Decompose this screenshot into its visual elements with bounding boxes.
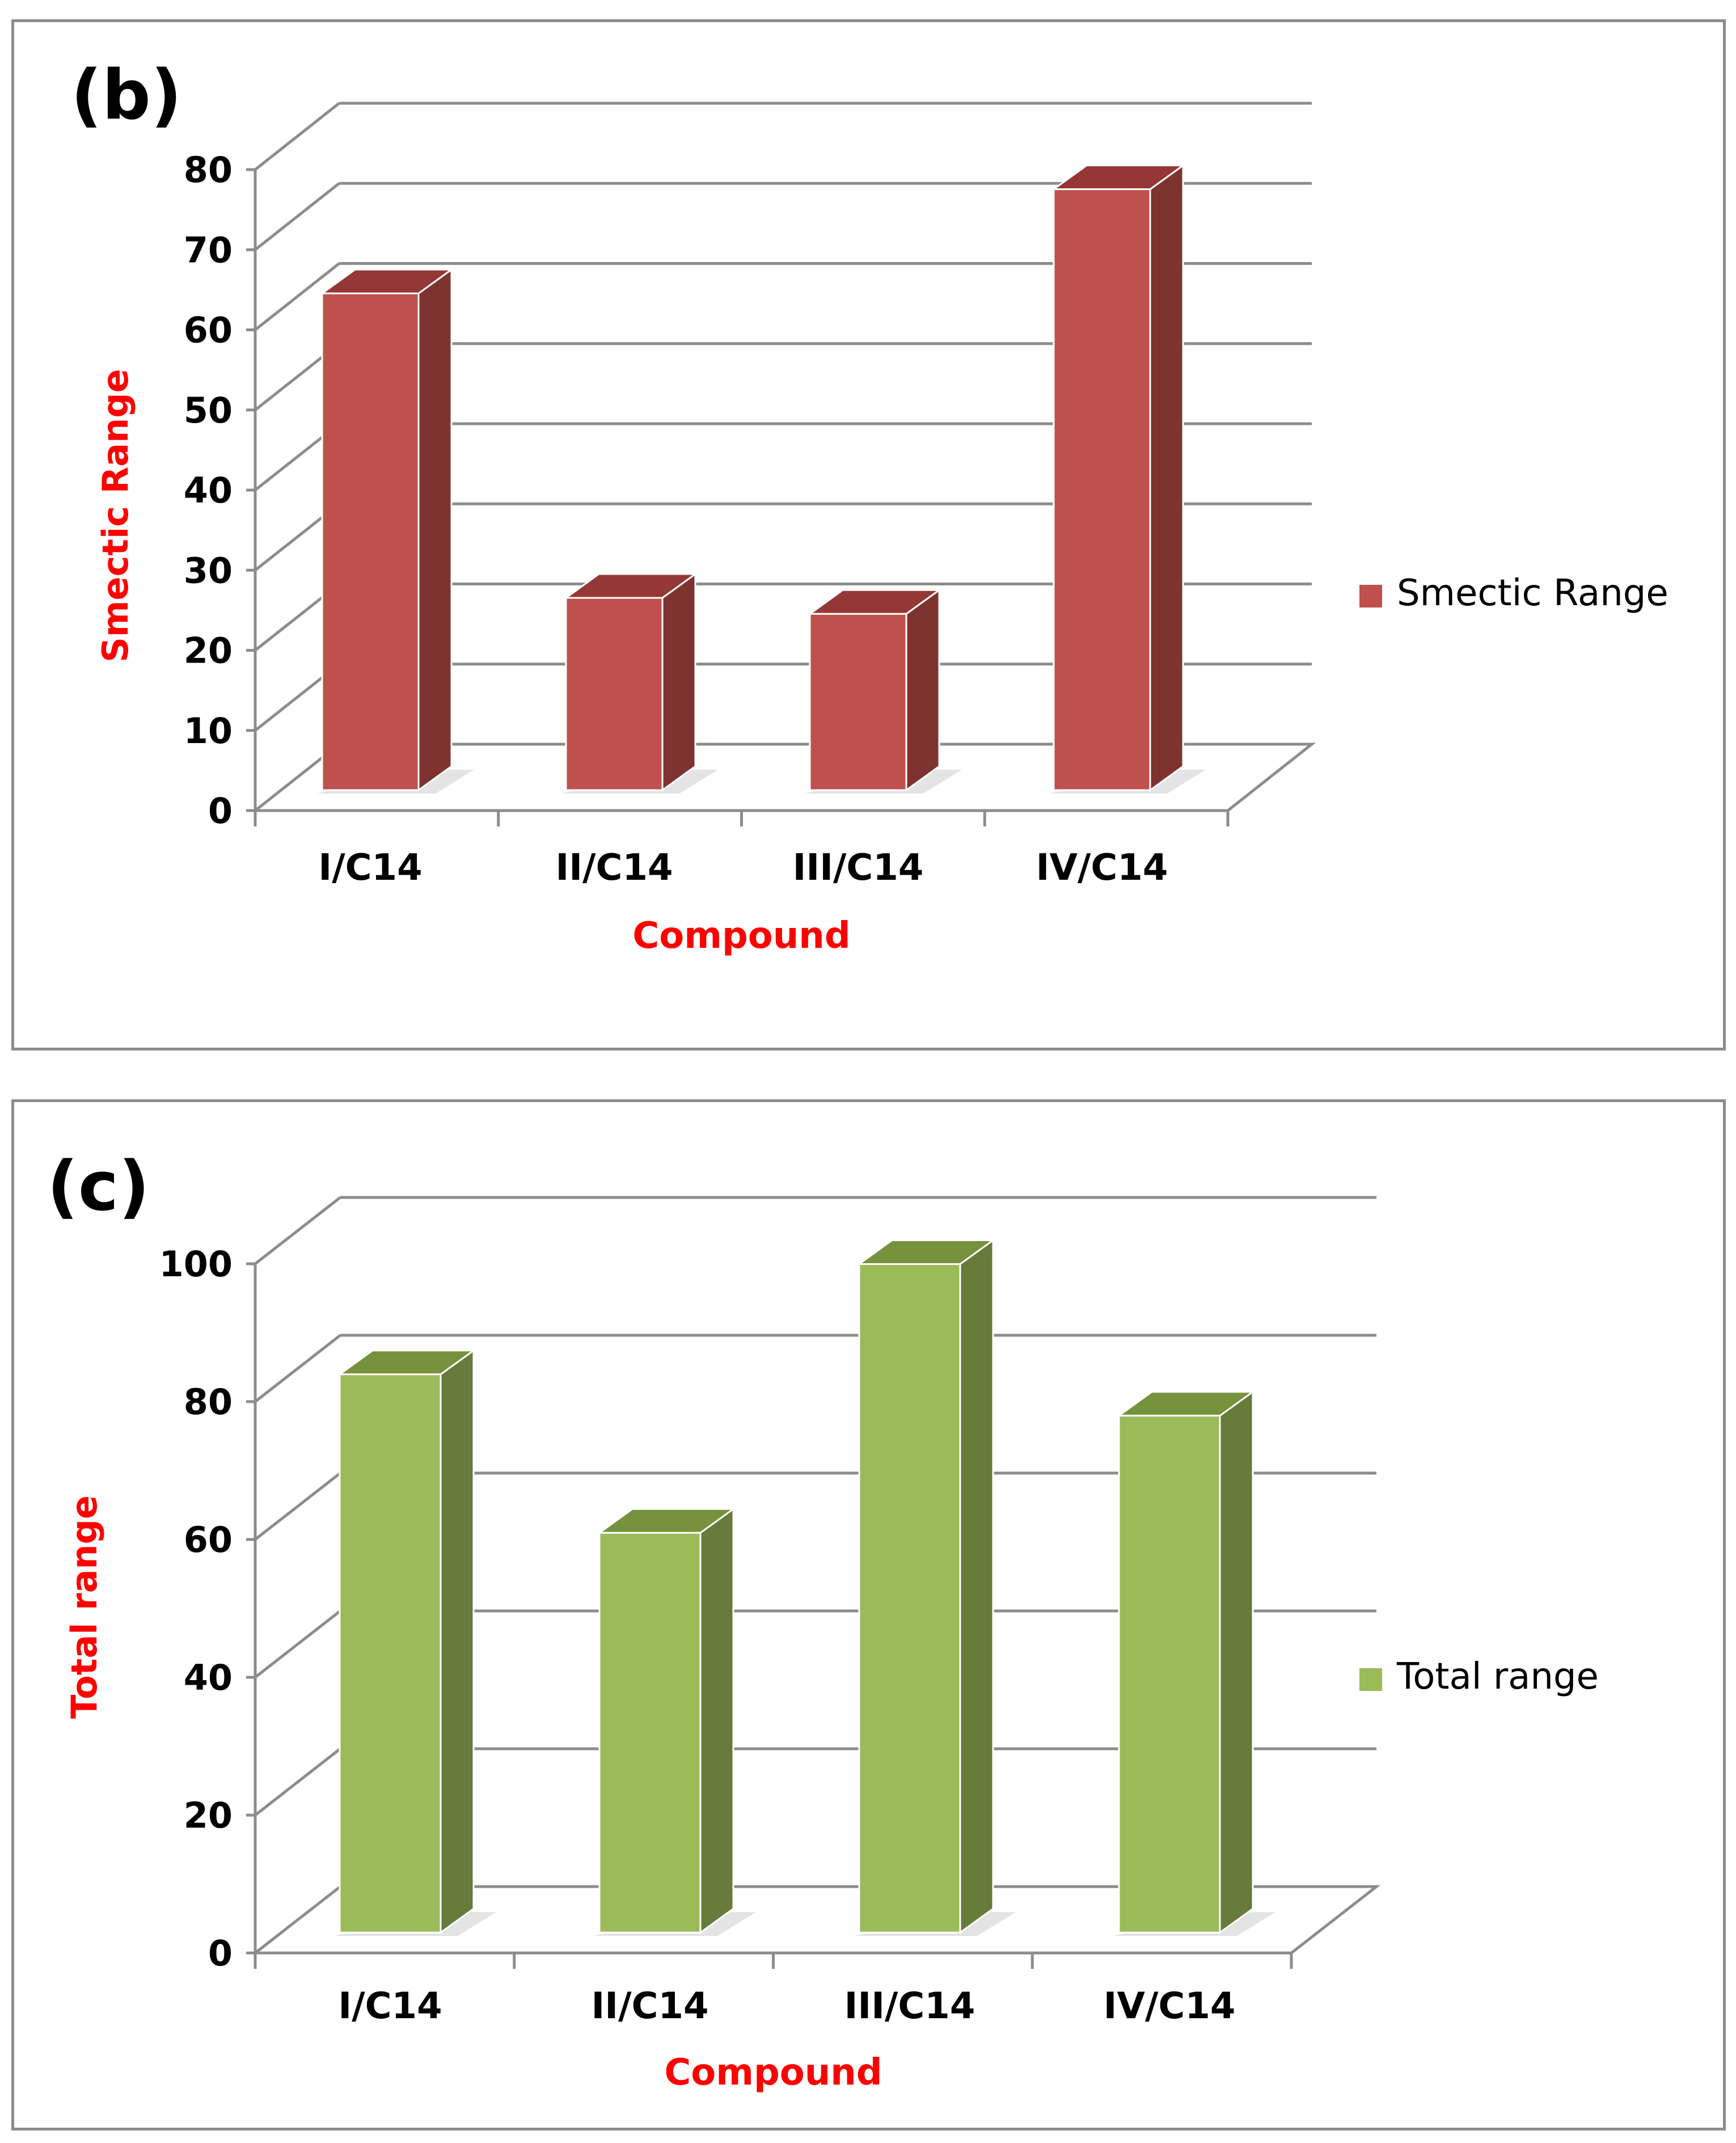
chart-svg-c: 0 20 40 60 80 100 I/C14 II/C14 III/C14 IV/C14 (c) T… [47, 1148, 1599, 2094]
bar [1118, 1415, 1221, 1934]
chart-svg-b: 0 10 20 30 40 50 60 70 80 I/C14 II/C14 III/C14 IV/C1… [71, 56, 1669, 957]
x-tick-label: III/C14 [793, 847, 924, 889]
bar-side [661, 572, 696, 792]
y-tick-label: 20 [184, 1795, 233, 1836]
bar [809, 613, 907, 791]
x-tick-label: IV/C14 [1104, 1985, 1236, 2027]
x-axis-title: Compound [664, 2052, 882, 2094]
bar-side [959, 1238, 994, 1934]
y-tick-label: 40 [184, 1657, 233, 1698]
y-tick-label: 20 [184, 630, 233, 672]
gridline-diagonal [254, 1472, 341, 1541]
x-tick-label: I/C14 [318, 847, 422, 889]
bar [1053, 188, 1151, 791]
bar-side [1149, 163, 1184, 792]
x-tick-label: IV/C14 [1036, 847, 1168, 889]
y-tick-label: 70 [184, 229, 233, 271]
y-axis-title: Total range [64, 1495, 105, 1719]
gridline-diagonal [254, 262, 340, 331]
chart-panel-c: 0 20 40 60 80 100 I/C14 II/C14 III/C14 IV/C14 (c) T… [11, 1099, 1726, 2131]
y-tick-label: 30 [184, 550, 233, 591]
bar [321, 292, 420, 791]
gridline-diagonal [254, 102, 340, 171]
bar-side [440, 1348, 475, 1934]
bar [598, 1532, 702, 1934]
gridline-diagonal [254, 1196, 341, 1265]
legend-label: Smectic Range [1397, 572, 1669, 614]
y-tick-label: 60 [184, 310, 233, 351]
y-tick-label: 0 [208, 1933, 233, 1974]
y-tick-label: 10 [184, 710, 233, 752]
gridline-diagonal [254, 1610, 341, 1678]
gridline-diagonal [254, 1748, 341, 1816]
y-tick-label: 50 [184, 390, 233, 431]
bar [565, 597, 664, 791]
y-tick-label: 60 [184, 1519, 233, 1560]
bar-side [699, 1507, 734, 1934]
x-tick-label: I/C14 [338, 1985, 442, 2027]
x-axis-title: Compound [632, 915, 850, 957]
bar [858, 1263, 961, 1934]
y-tick-label: 40 [184, 470, 233, 511]
bar-side [417, 268, 453, 792]
bar-side [1219, 1390, 1254, 1934]
bar-side [905, 588, 940, 792]
legend-swatch [1359, 585, 1382, 608]
y-axis-title: Smectic Range [95, 369, 136, 662]
panel-label: (c) [47, 1148, 150, 1226]
legend-swatch [1359, 1668, 1382, 1691]
gridline-diagonal [254, 1334, 341, 1403]
x-tick-label: II/C14 [555, 847, 673, 889]
y-tick-label: 80 [184, 149, 233, 191]
y-tick-label: 0 [208, 790, 233, 832]
legend-label: Total range [1396, 1656, 1599, 1698]
chart-panel-b: 0 10 20 30 40 50 60 70 80 I/C14 II/C14 III/C14 IV/C1… [11, 19, 1726, 1051]
y-tick-label: 80 [184, 1381, 233, 1423]
y-tick-label: 100 [159, 1243, 233, 1285]
gridline-diagonal [254, 182, 340, 251]
x-tick-label: III/C14 [844, 1985, 975, 2027]
bar [339, 1373, 442, 1934]
x-tick-label: II/C14 [591, 1985, 708, 2027]
panel-label: (b) [71, 56, 182, 135]
